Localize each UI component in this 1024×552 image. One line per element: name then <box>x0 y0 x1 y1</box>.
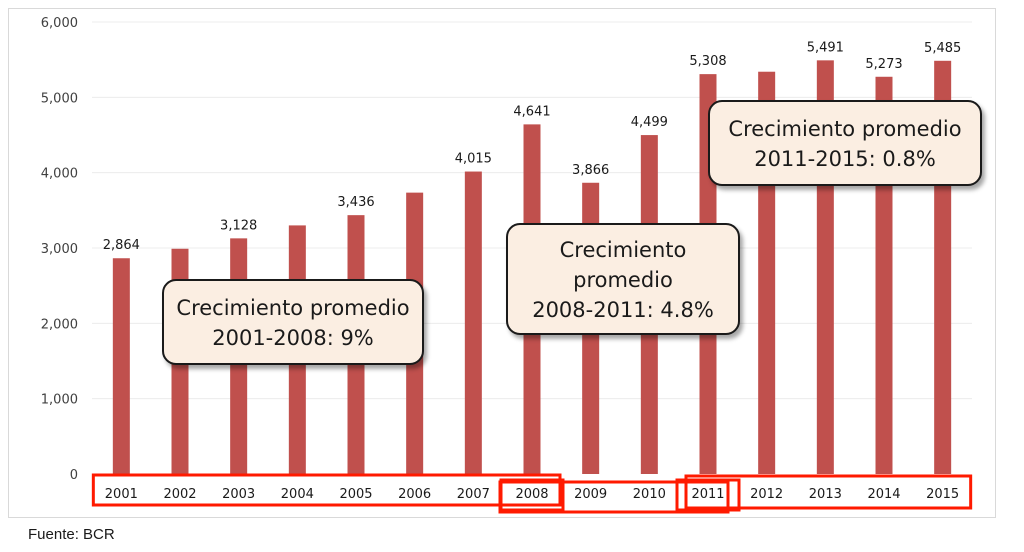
x-tick-label: 2002 <box>163 487 196 502</box>
y-tick-label: 0 <box>70 468 78 483</box>
x-tick-label: 2011 <box>691 487 724 502</box>
data-label: 3,436 <box>337 195 374 210</box>
y-tick-label: 5,000 <box>41 91 78 106</box>
x-tick-label: 2006 <box>398 487 431 502</box>
x-tick-label: 2001 <box>105 487 138 502</box>
annotation-line: Crecimiento promedio <box>176 296 410 320</box>
annotation-callout-2011-2015: Crecimiento promedio 2011-2015: 0.8% <box>708 100 982 186</box>
data-label: 4,015 <box>455 152 492 167</box>
data-label: 2,864 <box>103 238 140 253</box>
source-note: Fuente: BCR <box>28 526 115 543</box>
y-tick-label: 2,000 <box>41 317 78 332</box>
data-label: 5,491 <box>807 40 844 55</box>
chart-frame <box>8 8 996 518</box>
x-tick-label: 2010 <box>633 487 666 502</box>
x-tick-label: 2005 <box>339 487 372 502</box>
annotation-callout-2008-2011: Crecimiento promedio 2008-2011: 4.8% <box>506 223 740 335</box>
annotation-line: 2008-2011: 4.8% <box>532 298 714 322</box>
y-tick-label: 1,000 <box>41 393 78 408</box>
x-tick-label: 2003 <box>222 487 255 502</box>
data-label: 4,641 <box>513 104 550 119</box>
annotation-line: promedio <box>573 268 673 292</box>
y-tick-label: 4,000 <box>41 167 78 182</box>
bar <box>464 171 482 474</box>
data-label: 3,866 <box>572 163 609 178</box>
x-tick-label: 2013 <box>809 487 842 502</box>
annotation-callout-2001-2008: Crecimiento promedio 2001-2008: 9% <box>162 279 424 365</box>
annotation-line: Crecimiento <box>559 238 687 262</box>
highlight-box <box>684 474 973 510</box>
highlight-box <box>91 473 562 507</box>
y-tick-label: 3,000 <box>41 242 78 257</box>
data-label: 3,128 <box>220 218 257 233</box>
data-label: 4,499 <box>631 115 668 130</box>
data-label: 5,308 <box>689 54 726 69</box>
x-tick-label: 2008 <box>515 487 548 502</box>
annotation-line: Crecimiento promedio <box>728 117 962 141</box>
highlight-box <box>675 478 741 512</box>
x-tick-label: 2012 <box>750 487 783 502</box>
x-tick-label: 2007 <box>457 487 490 502</box>
x-tick-label: 2004 <box>281 487 314 502</box>
x-tick-label: 2015 <box>926 487 959 502</box>
x-tick-label: 2009 <box>574 487 607 502</box>
data-label: 5,485 <box>924 41 961 56</box>
data-label: 5,273 <box>865 57 902 72</box>
x-tick-label: 2014 <box>867 487 900 502</box>
annotation-line: 2011-2015: 0.8% <box>754 147 936 171</box>
bar <box>112 258 130 474</box>
y-tick-label: 6,000 <box>41 16 78 31</box>
highlight-box <box>499 478 565 512</box>
annotation-line: 2001-2008: 9% <box>212 326 374 350</box>
